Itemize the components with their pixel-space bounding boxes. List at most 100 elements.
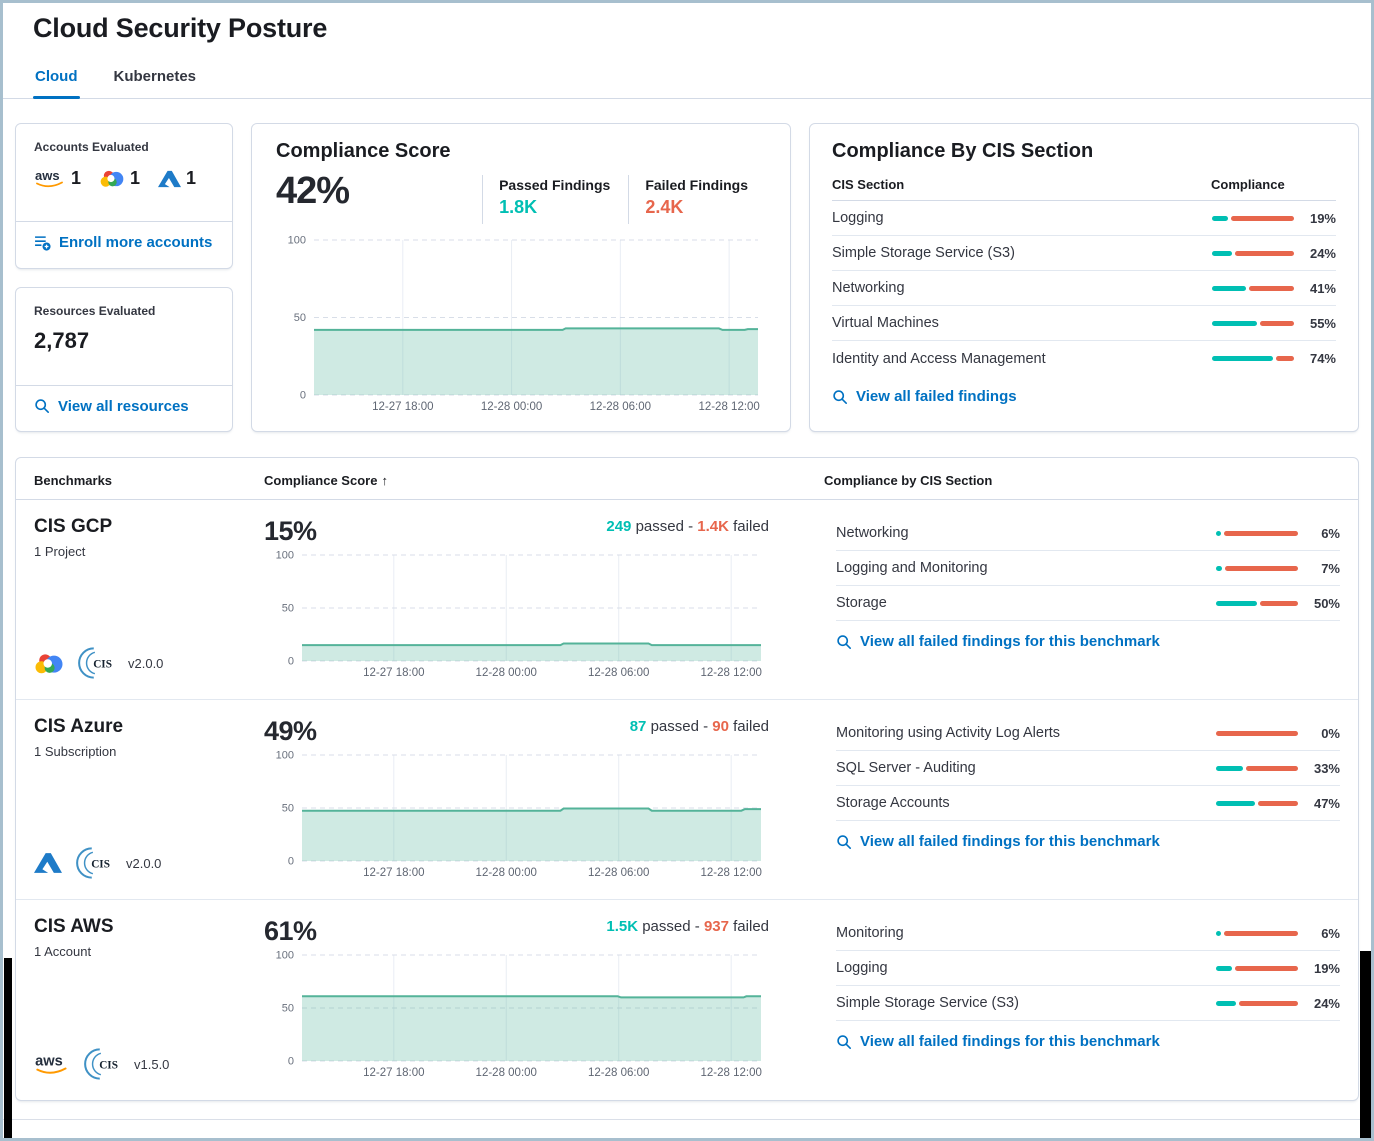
- cis-section-name: Identity and Access Management: [832, 350, 1046, 367]
- table-row: Logging and Monitoring 7%: [836, 551, 1340, 586]
- page-bottom-divider: [3, 1119, 1371, 1120]
- enroll-more-accounts-link[interactable]: Enroll more accounts: [34, 234, 212, 251]
- compliance-score-column-header[interactable]: Compliance Score ↑: [264, 473, 824, 488]
- view-all-failed-findings-link[interactable]: View all failed findings: [832, 388, 1017, 405]
- benchmark-link-label: View all failed findings for this benchm…: [860, 1033, 1160, 1050]
- svg-text:0: 0: [288, 1056, 294, 1068]
- failed-findings-label: Failed Findings: [645, 177, 748, 193]
- svg-text:50: 50: [282, 1003, 294, 1015]
- cis-section-name: Monitoring: [836, 925, 904, 941]
- passed-count: 87: [629, 718, 647, 735]
- svg-text:12-28 12:00: 12-28 12:00: [700, 667, 761, 679]
- view-all-resources-link[interactable]: View all resources: [34, 398, 189, 415]
- svg-text:12-28 06:00: 12-28 06:00: [590, 401, 651, 413]
- benchmark-scope: 1 Project: [34, 544, 86, 559]
- compliance-percent: 74%: [1309, 351, 1336, 366]
- table-row: Monitoring using Activity Log Alerts 0%: [836, 716, 1340, 751]
- search-icon: [833, 389, 847, 404]
- table-row: Storage 50%: [836, 586, 1340, 621]
- compliance-percent: 19%: [1309, 210, 1336, 226]
- compliance-score-header-label: Compliance Score: [264, 473, 378, 488]
- benchmark-name: CIS AWS: [34, 916, 114, 937]
- passed-findings-stat: Passed Findings 1.8K: [482, 175, 628, 224]
- compliance-percent: 6%: [1321, 525, 1340, 541]
- passed-findings-label: Passed Findings: [499, 177, 611, 193]
- passed-failed-summary: 249 passed - 1.4K failed: [606, 518, 769, 535]
- benchmark-scope: 1 Account: [34, 944, 92, 959]
- tab-bar: Cloud Kubernetes: [3, 58, 1371, 99]
- compliance-bar: [1212, 320, 1294, 326]
- benchmark-row-cis-azure: CIS Azure 1 Subscription CIS v2.0.0: [16, 700, 1358, 900]
- view-benchmark-failed-findings-link[interactable]: View all failed findings for this benchm…: [836, 633, 1160, 650]
- gcp-logo-icon: [35, 653, 63, 673]
- cis-section-name: Monitoring using Activity Log Alerts: [836, 725, 1061, 741]
- compliance-percent: 0%: [1321, 725, 1340, 741]
- table-row: Simple Storage Service (S3) 24%: [836, 986, 1340, 1021]
- resources-count: 2,787: [34, 327, 90, 353]
- gcp-account-count: 1: [99, 168, 140, 189]
- svg-text:12-27 18:00: 12-27 18:00: [363, 867, 424, 879]
- compliance-percent: 33%: [1313, 760, 1340, 776]
- compliance-percent: 19%: [1313, 960, 1340, 976]
- cis-section-column-header: CIS Section: [832, 177, 905, 192]
- azure-account-count: 1: [158, 168, 196, 189]
- compliance-bar: [1216, 765, 1298, 771]
- failed-word: failed: [733, 718, 769, 735]
- azure-logo-icon: [158, 170, 182, 187]
- passed-failed-summary: 1.5K passed - 937 failed: [606, 918, 769, 935]
- view-benchmark-failed-findings-link[interactable]: View all failed findings for this benchm…: [836, 833, 1160, 850]
- resources-card-title: Resources Evaluated: [34, 303, 156, 318]
- compliance-bar: [1216, 930, 1298, 936]
- cis-section-name: Logging: [832, 210, 884, 226]
- compliance-bar: [1212, 250, 1294, 256]
- benchmarks-table-card: Benchmarks Compliance Score ↑ Compliance …: [15, 457, 1359, 1101]
- table-row: Identity and Access Management 74%: [832, 341, 1336, 376]
- passed-count: 249: [606, 518, 632, 535]
- table-row: Logging 19%: [832, 201, 1336, 236]
- svg-text:0: 0: [300, 390, 306, 402]
- aws-logo-icon: aws: [35, 168, 63, 188]
- svg-text:100: 100: [276, 750, 294, 762]
- benchmark-version: v2.0.0: [126, 855, 162, 871]
- failed-findings-link-label: View all failed findings: [856, 388, 1017, 405]
- cis-section-name: Storage: [836, 595, 887, 611]
- benchmark-trend-chart: 0 50 100 12-27 18:00 12-28 00:00 12-28 06:00 1…: [264, 549, 769, 681]
- cis-section-name: Networking: [836, 525, 909, 541]
- svg-text:12-28 00:00: 12-28 00:00: [481, 401, 542, 413]
- aws-logo-icon: aws: [35, 1054, 67, 1074]
- resources-link-label: View all resources: [58, 397, 189, 415]
- search-icon: [35, 399, 49, 413]
- table-row: Logging 19%: [836, 951, 1340, 986]
- svg-text:CIS: CIS: [99, 1060, 118, 1072]
- benchmark-trend-chart: 0 50 100 12-27 18:00 12-28 00:00 12-28 06:00 1…: [264, 949, 769, 1081]
- benchmark-link-label: View all failed findings for this benchm…: [860, 833, 1160, 850]
- resources-evaluated-card: Resources Evaluated 2,787 View all resou…: [15, 286, 233, 432]
- cis-section-name: Storage Accounts: [836, 795, 950, 811]
- tab-cloud[interactable]: Cloud: [33, 58, 80, 99]
- svg-text:12-28 12:00: 12-28 12:00: [698, 401, 759, 413]
- separator: -: [688, 518, 694, 535]
- table-row: Virtual Machines 55%: [832, 306, 1336, 341]
- cis-section-name: Simple Storage Service (S3): [836, 995, 1019, 1011]
- compliance-by-cis-section-column-header: Compliance by CIS Section: [824, 473, 993, 488]
- separator: -: [703, 718, 709, 735]
- svg-text:50: 50: [282, 803, 294, 815]
- tab-kubernetes[interactable]: Kubernetes: [113, 68, 197, 85]
- compliance-bar: [1216, 800, 1298, 806]
- svg-text:12-28 00:00: 12-28 00:00: [476, 667, 537, 679]
- azure-count: 1: [186, 168, 197, 188]
- svg-text:100: 100: [276, 550, 294, 562]
- compliance-score-value: 42%: [276, 170, 350, 212]
- accounts-evaluated-card: Accounts Evaluated aws 1: [15, 123, 233, 269]
- view-benchmark-failed-findings-link[interactable]: View all failed findings for this benchm…: [836, 1033, 1160, 1050]
- passed-word: passed: [635, 518, 684, 535]
- page-header: Cloud Security Posture: [3, 3, 1371, 44]
- benchmark-trend-chart: 0 50 100 12-27 18:00 12-28 00:00 12-28 06:00 1…: [264, 749, 769, 881]
- cis-section-name: Logging and Monitoring: [836, 560, 988, 576]
- svg-text:12-28 06:00: 12-28 06:00: [588, 867, 649, 879]
- compliance-score-trend-chart: 0 50 100 12-27 18:00 12-28 00:00 12-28 06:00 1…: [276, 234, 766, 420]
- benchmark-version: v2.0.0: [128, 655, 164, 671]
- svg-text:12-28 00:00: 12-28 00:00: [476, 867, 537, 879]
- svg-text:12-28 12:00: 12-28 12:00: [700, 1067, 761, 1079]
- svg-text:aws: aws: [35, 1054, 63, 1070]
